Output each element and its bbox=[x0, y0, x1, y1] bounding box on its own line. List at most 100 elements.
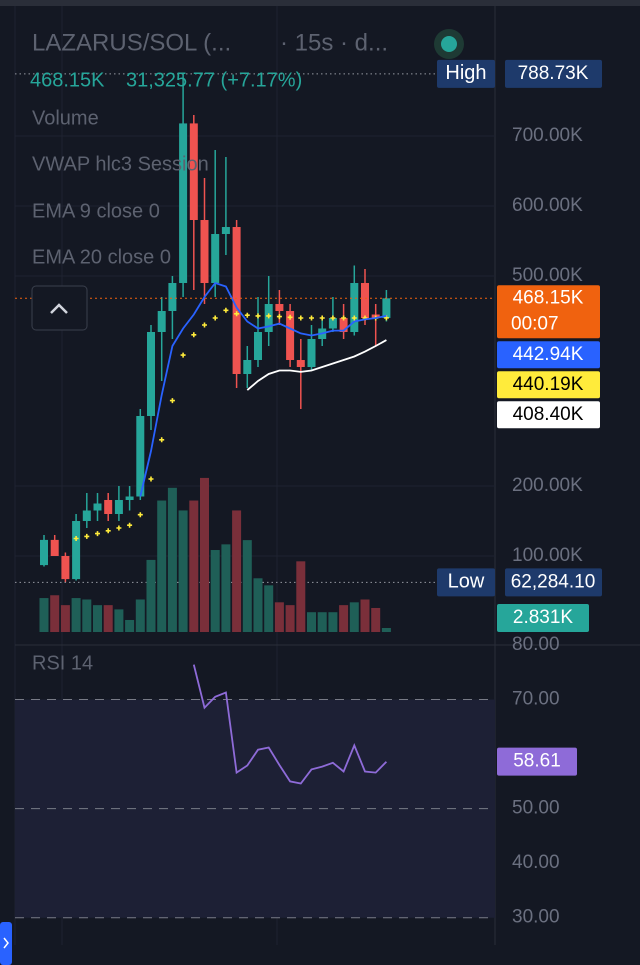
candle-body bbox=[179, 123, 188, 284]
volume-bar bbox=[307, 612, 316, 632]
chevron-icon bbox=[50, 303, 68, 314]
vwap-dot bbox=[351, 315, 357, 321]
candle-body bbox=[136, 416, 145, 497]
volume-bar bbox=[339, 605, 349, 632]
indicator-line bbox=[246, 339, 387, 391]
vwap-dot bbox=[330, 315, 336, 321]
y-tick-label: 50.00 bbox=[512, 798, 560, 819]
volume-bar bbox=[135, 599, 145, 632]
volume-bar bbox=[349, 602, 359, 632]
vwap-dot bbox=[298, 315, 304, 321]
tab-icon bbox=[3, 937, 9, 949]
vwap-dot bbox=[341, 315, 347, 321]
candle-body bbox=[254, 332, 262, 361]
volume-bar bbox=[50, 595, 60, 632]
volume-bar bbox=[317, 612, 327, 632]
volume-bar bbox=[221, 544, 231, 632]
vwap-dot bbox=[137, 512, 143, 518]
vwap-dot bbox=[244, 312, 250, 318]
candle-body bbox=[61, 556, 70, 580]
volume-bar bbox=[125, 619, 135, 632]
candle-body bbox=[339, 318, 348, 333]
vwap-dot bbox=[276, 314, 282, 320]
candle-body bbox=[157, 311, 166, 333]
legend-item[interactable]: Volume bbox=[32, 107, 99, 129]
indicator-label-box bbox=[497, 341, 600, 369]
marker-name-box bbox=[437, 568, 495, 597]
volume-bar bbox=[93, 605, 102, 632]
candle-body bbox=[104, 500, 113, 515]
candle-body bbox=[350, 283, 359, 333]
vwap-dot bbox=[202, 322, 207, 328]
candle-body bbox=[147, 332, 155, 417]
price-box bbox=[497, 285, 600, 339]
vwap-dot bbox=[234, 311, 240, 317]
volume-bar bbox=[71, 598, 81, 632]
volume-bar bbox=[114, 609, 124, 632]
legend-item[interactable]: EMA 20 close 0 bbox=[32, 246, 171, 268]
marker-value: 62,284.10 bbox=[511, 571, 596, 592]
candle-body bbox=[361, 283, 369, 319]
symbol-title[interactable]: LAZARUS/SOL (... bbox=[32, 29, 231, 56]
rsi-label: 58.61 bbox=[513, 751, 561, 772]
y-tick-label: 100.00K bbox=[512, 545, 583, 566]
plot-layer: 100.00K 200.00K 500.00K 600.00K 700.00K High 7… bbox=[15, 59, 602, 928]
candle-body bbox=[50, 539, 59, 557]
candle-body bbox=[232, 227, 241, 375]
candle-body bbox=[125, 496, 134, 501]
volume-bar bbox=[146, 559, 156, 632]
vwap-dot bbox=[95, 531, 100, 537]
volume-label-box bbox=[497, 604, 589, 632]
vwap-dot bbox=[105, 528, 111, 534]
collapse-button[interactable] bbox=[31, 285, 88, 331]
rsi-label-box bbox=[497, 747, 577, 776]
volume-bar bbox=[210, 550, 220, 632]
vwap-dot bbox=[266, 313, 272, 319]
vwap-dot bbox=[191, 332, 197, 338]
volume-bar bbox=[328, 612, 338, 632]
candle-body bbox=[211, 234, 220, 284]
button-frame bbox=[31, 285, 88, 331]
y-tick-label: 30.00 bbox=[512, 907, 560, 928]
top-strip bbox=[0, 0, 640, 6]
vwap-dot bbox=[73, 536, 79, 542]
y-tick-label: 700.00K bbox=[512, 125, 583, 146]
vwap-dot bbox=[319, 315, 325, 321]
marker-name-box bbox=[437, 59, 495, 88]
candle-body bbox=[200, 220, 209, 284]
header-price: 468.15K bbox=[30, 69, 105, 91]
candle-body bbox=[82, 510, 91, 522]
candle-body bbox=[114, 500, 123, 515]
vwap-dot bbox=[127, 522, 133, 528]
candle-body bbox=[243, 360, 252, 375]
candle-body bbox=[307, 339, 316, 368]
indicator-label: 442.94K bbox=[513, 344, 584, 365]
marker-name: Low bbox=[448, 571, 485, 593]
interval[interactable]: · 15s · d... bbox=[280, 29, 388, 56]
vwap-dot bbox=[309, 315, 314, 321]
volume-bar bbox=[274, 602, 284, 632]
legend-item[interactable]: VWAP hlc3 Session bbox=[32, 153, 209, 175]
indicator-label: 440.19K bbox=[513, 374, 584, 395]
volume-bar bbox=[178, 510, 188, 632]
volume-bar bbox=[296, 561, 306, 632]
status-dot bbox=[441, 36, 457, 52]
volume-bar bbox=[232, 510, 242, 632]
vwap-dot bbox=[223, 307, 229, 313]
vwap-dot bbox=[84, 533, 90, 539]
candle-body bbox=[93, 503, 102, 511]
rsi-title[interactable]: RSI 14 bbox=[32, 652, 93, 674]
volume-bar bbox=[360, 599, 370, 632]
y-tick-label: 80.00 bbox=[512, 634, 560, 655]
vwap-dot bbox=[169, 398, 175, 404]
side-tab[interactable] bbox=[0, 922, 12, 965]
volume-bar bbox=[381, 627, 391, 632]
y-tick-label: 40.00 bbox=[512, 852, 560, 873]
y-tick-label: 200.00K bbox=[512, 475, 583, 496]
legend-item[interactable]: EMA 9 close 0 bbox=[32, 200, 160, 222]
y-tick-label: 70.00 bbox=[512, 689, 560, 710]
candle-body bbox=[296, 360, 305, 368]
vwap-dot bbox=[287, 314, 293, 320]
candle-body bbox=[189, 123, 198, 221]
volume-bar bbox=[39, 598, 49, 632]
